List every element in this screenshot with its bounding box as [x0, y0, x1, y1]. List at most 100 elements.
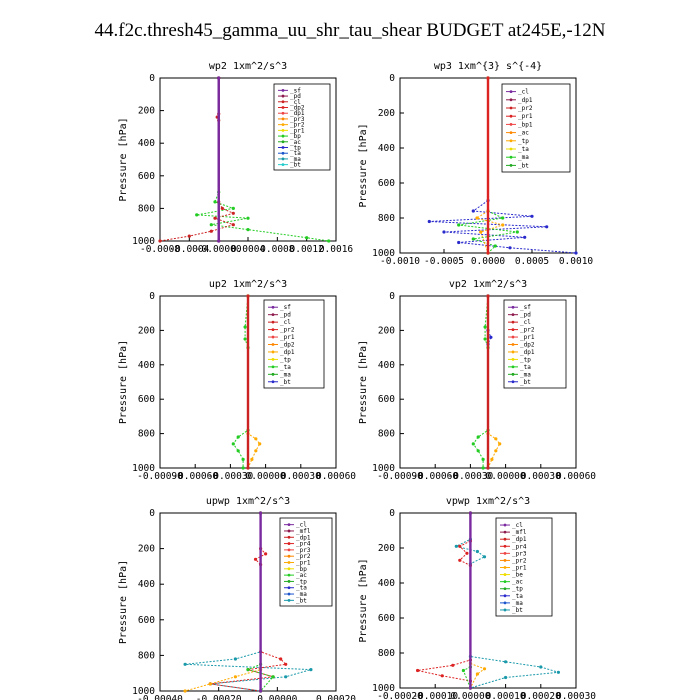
panel-title: wp2 1xm^2/s^3 [209, 61, 287, 72]
x-tick-label: 0.00030 [281, 471, 321, 482]
legend-marker [511, 313, 515, 317]
x-tick-label: 0.0016 [319, 244, 354, 255]
data-point [476, 449, 480, 453]
legend-entry: _ac [290, 139, 301, 146]
legend-entry: _be [512, 572, 523, 579]
data-point [183, 662, 187, 666]
legend-entry: _pr4 [512, 543, 527, 550]
legend-marker [271, 313, 275, 317]
legend-marker [281, 140, 285, 144]
legend-marker [511, 358, 515, 361]
legend-marker [511, 320, 515, 324]
y-tick-label: 0 [389, 508, 395, 519]
y-tick-label: 1000 [372, 683, 395, 694]
legend-entry: _dp1 [290, 110, 305, 117]
x-tick-label: 0.00060 [556, 471, 596, 482]
y-tick-label: 600 [378, 394, 395, 405]
data-point [231, 206, 235, 210]
legend-marker [281, 123, 285, 127]
x-tick-label: -0.00040 [137, 694, 183, 700]
data-point [475, 672, 479, 676]
legend-entry: _pr2 [290, 122, 305, 129]
legend-marker [509, 114, 513, 118]
data-point [471, 442, 475, 446]
data-point [241, 457, 245, 461]
legend-marker [287, 548, 291, 552]
legend-marker [281, 100, 285, 104]
y-axis-label: Pressure [hPa] [118, 560, 129, 644]
data-point [259, 511, 263, 515]
legend-marker [503, 580, 507, 584]
legend-entry: _ma [518, 154, 529, 161]
y-tick-label: 800 [138, 203, 155, 214]
data-point [493, 244, 497, 248]
legend-marker [271, 320, 275, 324]
legend-marker [271, 328, 275, 331]
legend-marker [511, 335, 515, 339]
legend-marker [509, 147, 513, 151]
data-point [246, 466, 250, 470]
legend-marker [271, 365, 275, 369]
legend-marker [281, 117, 285, 121]
data-point [231, 211, 235, 215]
legend-marker [509, 106, 513, 110]
x-tick-label: 0.0005 [515, 256, 549, 267]
y-tick-label: 1000 [372, 248, 395, 259]
y-tick-label: 0 [389, 291, 395, 302]
page-title: 44.f2c.thresh45_gamma_uu_shr_tau_shear B… [94, 20, 606, 41]
series-line-pr2 [184, 513, 262, 692]
data-point [483, 325, 487, 329]
legend-marker [503, 566, 507, 569]
x-tick-label: -0.00090 [377, 471, 423, 482]
legend-entry: _tp [290, 145, 301, 152]
legend-marker [271, 305, 275, 309]
legend-entry: _ma [520, 371, 531, 378]
data-point [236, 449, 240, 453]
data-point [284, 675, 288, 679]
legend-entry: _pr3 [512, 550, 527, 557]
y-axis-label: Pressure [hPa] [118, 117, 129, 201]
data-point [465, 551, 469, 555]
y-axis-label: Pressure [hPa] [358, 558, 369, 642]
legend-marker [281, 151, 285, 155]
data-point [545, 225, 549, 229]
data-point [220, 206, 224, 210]
data-point [556, 670, 561, 674]
legend-marker [287, 529, 291, 533]
data-point [246, 216, 250, 220]
legend-entry: _pr2 [518, 105, 533, 112]
y-axis-label: Pressure [hPa] [358, 340, 369, 424]
x-tick-label: 0.00030 [521, 471, 561, 482]
data-point [539, 665, 543, 669]
legend-entry: _tp [520, 356, 531, 363]
data-point [481, 466, 485, 470]
legend-entry: _pd [520, 312, 531, 319]
legend-entry: _pd [280, 312, 291, 319]
data-point [209, 229, 213, 233]
x-tick-label: 0.0008 [260, 244, 295, 255]
legend-entry: _tp [512, 586, 523, 593]
y-tick-label: 600 [378, 178, 395, 189]
legend-marker [271, 343, 275, 346]
data-point [327, 239, 331, 243]
data-point [486, 251, 490, 255]
series-line-tp [429, 78, 577, 254]
series-line-ac [458, 78, 518, 254]
legend-entry: _ac [518, 130, 529, 137]
data-point [490, 457, 494, 461]
data-point [279, 657, 283, 661]
legend-marker [511, 343, 515, 346]
legend-entry: _pr2 [280, 327, 295, 334]
legend-marker [281, 94, 285, 98]
data-point [451, 663, 455, 667]
data-point [471, 209, 475, 213]
data-point [501, 216, 505, 220]
data-point [213, 216, 217, 220]
data-point [515, 230, 519, 234]
data-point [481, 457, 485, 461]
legend-marker [511, 328, 515, 331]
data-point [241, 466, 245, 470]
legend-marker [281, 128, 285, 132]
y-tick-label: 400 [138, 579, 155, 590]
legend-marker [287, 580, 291, 583]
